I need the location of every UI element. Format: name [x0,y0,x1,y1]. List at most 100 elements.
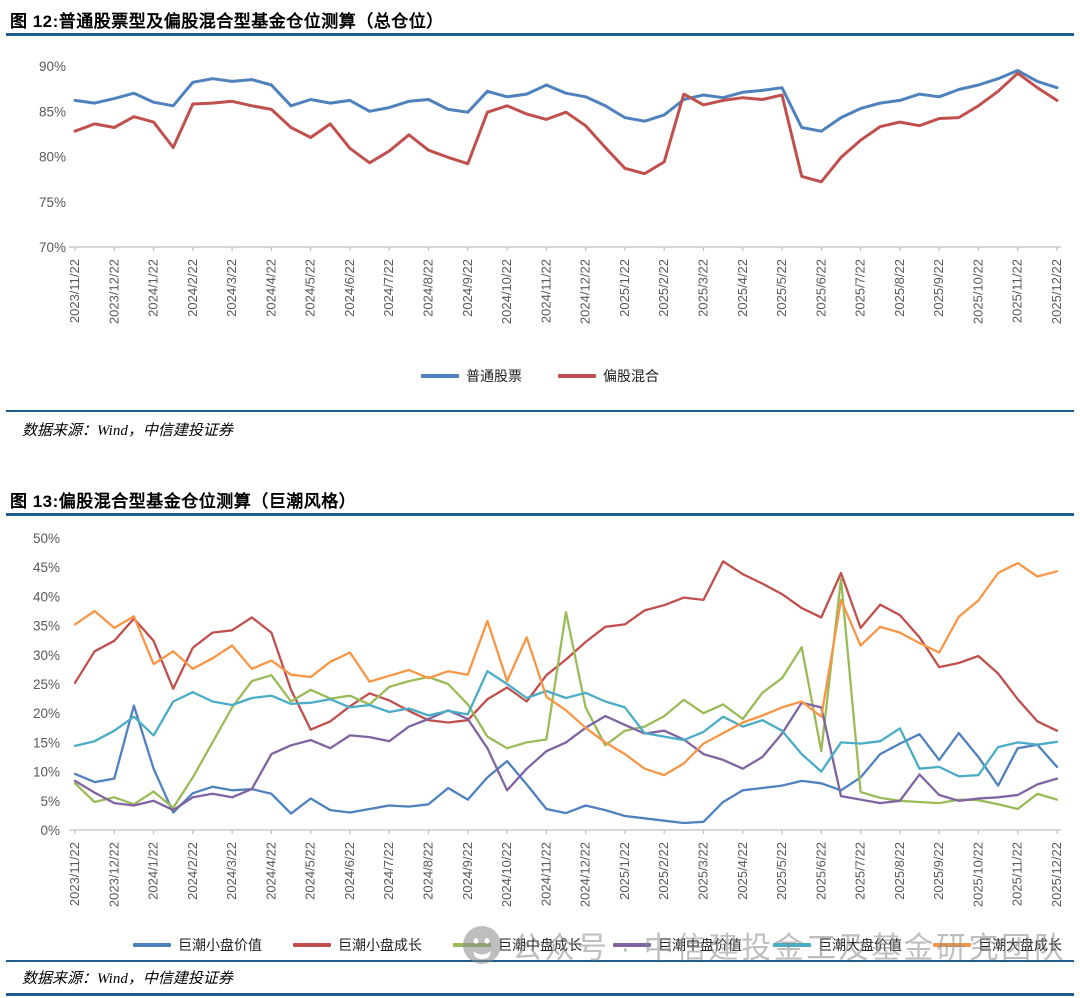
legend-item: 巨潮大盘成长 [933,935,1080,955]
x-axis-label: 2024/9/22 [460,842,475,900]
section-divider [6,960,1074,962]
x-axis-label: 2024/8/22 [421,259,436,317]
y-axis-label: 75% [39,195,66,210]
y-axis-label: 85% [39,104,66,119]
legend-item: 巨潮小盘成长 [293,935,453,955]
x-axis-label: 2024/7/22 [381,259,396,317]
x-axis-label: 2025/11/22 [1010,842,1025,906]
x-axis-label: 2024/2/22 [185,842,200,900]
series-line-巨潮大盘价值 [73,670,1059,778]
legend-marker [421,374,459,378]
legend-label: 巨潮小盘价值 [178,937,262,953]
x-axis-label: 2025/3/22 [695,259,710,317]
figure13-source: 数据来源：Wind，中信建投证券 [22,971,233,987]
y-axis-label: 90% [39,59,66,74]
y-axis-label: 40% [33,589,60,604]
x-axis-label: 2025/12/22 [1049,259,1064,324]
x-axis-label: 2024/2/22 [185,259,200,317]
x-axis-label: 2023/11/22 [67,842,82,906]
x-axis-label: 2025/8/22 [892,259,907,317]
figure13-title: 图 13:偏股混合型基金仓位测算（巨潮风格） [10,492,357,511]
x-axis-label: 2025/8/22 [892,842,907,900]
series-line-巨潮小盘成长 [73,560,1059,732]
x-axis-label: 2025/3/22 [695,842,710,900]
section-divider [6,410,1074,412]
legend-label: 巨潮小盘成长 [338,937,422,953]
x-axis-label: 2024/3/22 [224,259,239,317]
x-axis-label: 2024/4/22 [263,259,278,317]
x-axis-label: 2024/10/22 [499,259,514,324]
legend-label: 普通股票 [466,368,522,384]
legend-label: 巨潮大盘成长 [978,937,1062,953]
x-axis-label: 2025/11/22 [1010,259,1025,323]
x-axis-label: 2024/10/22 [499,842,514,907]
x-axis-label: 2024/12/22 [578,259,593,324]
x-axis-label: 2025/4/22 [735,842,750,900]
legend-marker [453,943,491,947]
x-axis-label: 2025/5/22 [774,259,789,317]
series-line-巨潮中盘价值 [73,701,1059,812]
x-axis-label: 2025/4/22 [735,259,750,317]
y-axis-label: 70% [39,240,66,255]
title-underline [6,33,1074,36]
y-axis-label: 5% [40,794,60,809]
x-axis-label: 2024/6/22 [342,842,357,900]
x-axis-label: 2025/9/22 [931,259,946,317]
x-axis-label: 2024/6/22 [342,259,357,317]
y-axis-label: 35% [33,619,60,634]
legend-marker [613,943,651,947]
legend-marker [933,943,971,947]
series-line-巨潮中盘成长 [73,577,1059,811]
series-line-偏股混合 [73,71,1059,184]
x-axis-label: 2024/5/22 [303,842,318,900]
x-axis-label: 2024/8/22 [421,842,436,900]
x-axis-label: 2025/7/22 [853,259,868,317]
y-axis-label: 50% [33,531,60,546]
legend-label: 巨潮中盘价值 [658,937,742,953]
x-axis-label: 2025/5/22 [774,842,789,900]
x-axis-label: 2024/5/22 [303,259,318,317]
legend-item: 普通股票 [421,366,522,386]
y-axis-label: 15% [33,735,60,750]
chart2-legend: 巨潮小盘价值 巨潮小盘成长 巨潮中盘成长 巨潮中盘价值 巨潮大盘价值 巨潮大盘成长 [133,935,1080,955]
figure12-source: 数据来源：Wind，中信建投证券 [22,423,233,439]
x-axis-label: 2025/10/22 [970,259,985,324]
legend-item: 巨潮中盘成长 [453,935,613,955]
x-axis-label: 2024/4/22 [263,842,278,900]
x-axis-label: 2024/1/22 [146,842,161,900]
x-axis-label: 2023/12/22 [106,842,121,907]
legend-marker [773,943,811,947]
series-line-普通股票 [73,69,1059,133]
x-axis-label: 2025/2/22 [656,259,671,317]
y-axis-label: 20% [33,706,60,721]
legend-marker [133,943,171,947]
x-axis-label: 2024/11/22 [538,259,553,323]
x-axis-label: 2025/12/22 [1049,842,1064,907]
x-axis-label: 2025/1/22 [617,842,632,900]
y-axis-label: 45% [33,560,60,575]
x-axis-label: 2025/7/22 [853,842,868,900]
x-axis-label: 2024/12/22 [578,842,593,907]
x-axis-label: 2024/9/22 [460,259,475,317]
x-axis-label: 2025/6/22 [813,842,828,900]
chart1-legend: 普通股票 偏股混合 [0,366,1080,386]
page-bottom-rule [6,993,1074,996]
total-position-chart: 90% 85% 80% 75% 70%2023/11/22 2023/12/22 2024/… [39,59,1064,324]
style-position-chart: 50% 45% 40% 35% 30% 25% 20% 15% 10% 5% 0% 2023/11/2… [33,531,1064,907]
x-axis-label: 2024/11/22 [538,842,553,906]
x-axis-label: 2024/3/22 [224,842,239,900]
legend-label: 偏股混合 [603,368,659,384]
legend-item: 巨潮小盘价值 [133,935,293,955]
x-axis-label: 2025/10/22 [970,842,985,907]
x-axis-label: 2023/11/22 [67,259,82,323]
legend-marker [293,943,331,947]
legend-item: 巨潮中盘价值 [613,935,773,955]
x-axis-label: 2023/12/22 [106,259,121,324]
y-axis-label: 30% [33,648,60,663]
series-line-巨潮小盘价值 [73,704,1059,825]
series-line-巨潮大盘成长 [73,561,1059,777]
legend-label: 巨潮中盘成长 [498,937,582,953]
legend-label: 巨潮大盘价值 [818,937,902,953]
legend-item: 巨潮大盘价值 [773,935,933,955]
